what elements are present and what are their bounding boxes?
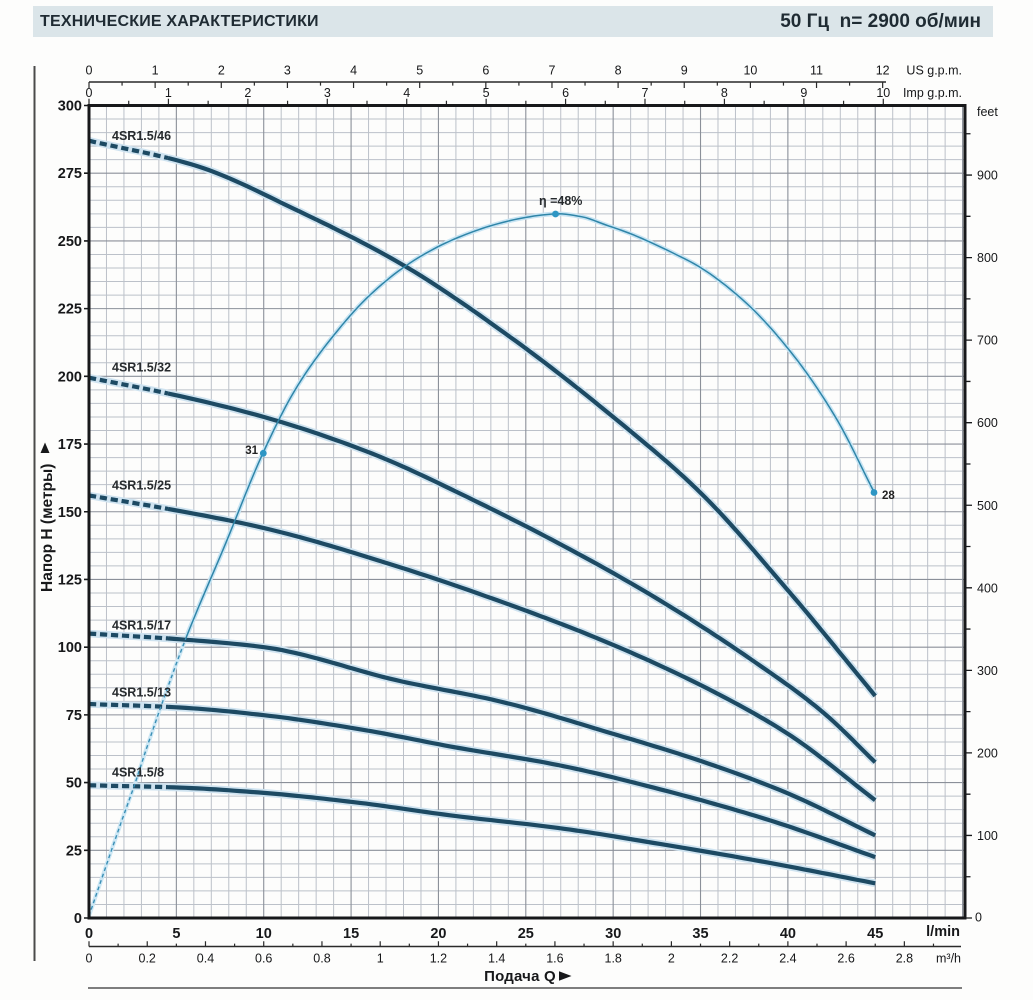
svg-text:4: 4 [403,86,410,100]
svg-text:2: 2 [244,86,251,100]
svg-text:125: 125 [58,573,82,589]
svg-text:0: 0 [74,911,82,927]
svg-text:2: 2 [668,952,675,966]
svg-text:150: 150 [58,505,82,521]
svg-text:m³/h: m³/h [936,952,961,966]
svg-text:1.4: 1.4 [488,952,505,966]
svg-text:1: 1 [377,952,384,966]
svg-text:200: 200 [977,746,998,760]
svg-text:300: 300 [58,99,82,115]
svg-text:η =48%: η =48% [539,194,582,208]
svg-text:6: 6 [562,86,569,100]
svg-text:6: 6 [482,64,489,78]
svg-text:4SR1.5/32: 4SR1.5/32 [112,361,171,375]
svg-text:5: 5 [416,64,423,78]
svg-text:5: 5 [172,926,180,942]
svg-text:feet: feet [977,105,998,119]
svg-text:600: 600 [977,416,998,430]
svg-text:11: 11 [810,64,823,78]
svg-text:10: 10 [876,86,890,100]
svg-text:4SR1.5/46: 4SR1.5/46 [112,129,171,143]
svg-text:175: 175 [58,437,82,453]
svg-text:0.6: 0.6 [255,952,272,966]
svg-text:35: 35 [692,926,708,942]
svg-text:Подача Q: Подача Q [484,968,556,985]
svg-text:1.6: 1.6 [546,952,563,966]
svg-text:5: 5 [483,86,490,100]
svg-text:500: 500 [977,499,998,513]
svg-text:4SR1.5/25: 4SR1.5/25 [112,479,171,493]
svg-text:2.8: 2.8 [896,952,913,966]
svg-text:40: 40 [780,926,796,942]
svg-text:9: 9 [800,86,807,100]
svg-text:1: 1 [152,64,159,78]
svg-text:l/min: l/min [926,924,960,940]
svg-text:10: 10 [743,64,757,78]
svg-text:7: 7 [549,64,556,78]
svg-text:15: 15 [343,926,359,942]
svg-text:9: 9 [681,64,688,78]
svg-text:0: 0 [86,64,93,78]
svg-text:25: 25 [66,843,82,859]
svg-text:0: 0 [86,86,93,100]
svg-text:3: 3 [284,64,291,78]
svg-text:0.4: 0.4 [197,952,214,966]
svg-text:275: 275 [58,166,82,182]
svg-text:2.2: 2.2 [721,952,738,966]
svg-text:25: 25 [518,926,534,942]
svg-text:1.2: 1.2 [430,952,447,966]
svg-text:US g.p.m.: US g.p.m. [906,64,962,78]
svg-text:31: 31 [245,445,258,457]
svg-text:250: 250 [58,234,82,250]
svg-text:28: 28 [882,490,895,502]
svg-text:20: 20 [430,926,446,942]
svg-text:7: 7 [642,86,649,100]
svg-text:50: 50 [66,776,82,792]
svg-text:Imp g.p.m.: Imp g.p.m. [903,86,962,100]
svg-text:2: 2 [218,64,225,78]
svg-text:2.6: 2.6 [837,952,854,966]
svg-text:Напор H (метры): Напор H (метры) [39,464,56,592]
svg-text:225: 225 [58,302,82,318]
svg-text:900: 900 [977,169,998,183]
svg-text:2.4: 2.4 [779,952,796,966]
svg-text:30: 30 [605,926,621,942]
svg-text:0: 0 [86,952,93,966]
svg-text:4SR1.5/8: 4SR1.5/8 [112,766,164,780]
svg-text:12: 12 [876,64,890,78]
svg-text:100: 100 [58,640,82,656]
svg-text:100: 100 [977,829,998,843]
svg-text:0.2: 0.2 [139,952,156,966]
svg-text:75: 75 [66,708,82,724]
svg-text:400: 400 [977,581,998,595]
svg-text:45: 45 [867,926,883,942]
svg-text:800: 800 [977,251,998,265]
svg-text:300: 300 [977,664,998,678]
svg-text:10: 10 [256,926,272,942]
svg-text:1.8: 1.8 [605,952,622,966]
svg-text:8: 8 [721,86,728,100]
svg-text:8: 8 [615,64,622,78]
svg-text:0.8: 0.8 [313,952,330,966]
svg-text:200: 200 [58,369,82,385]
svg-text:4: 4 [350,64,357,78]
svg-text:4SR1.5/13: 4SR1.5/13 [112,686,171,700]
svg-text:1: 1 [165,86,172,100]
svg-text:0: 0 [975,911,982,925]
svg-text:700: 700 [977,334,998,348]
svg-text:0: 0 [85,926,93,942]
svg-text:4SR1.5/17: 4SR1.5/17 [112,619,171,633]
svg-text:3: 3 [324,86,331,100]
